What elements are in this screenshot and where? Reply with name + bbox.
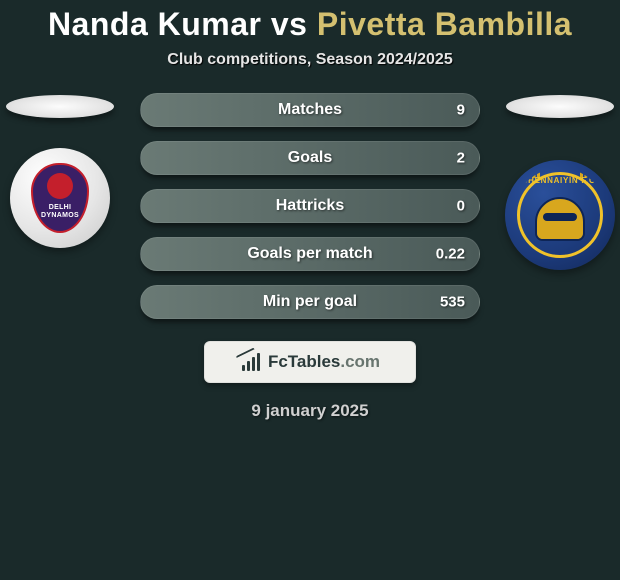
stat-right-value: 0.22 <box>436 246 465 263</box>
stat-rows: Matches 9 Goals 2 Hattricks 0 Goals per … <box>140 93 480 319</box>
fctables-watermark: FcTables.com <box>204 341 416 383</box>
stat-row-goals-per-match: Goals per match 0.22 <box>140 237 480 271</box>
left-side-slot: DELHI DYNAMOS <box>0 93 120 248</box>
left-club-badge: DELHI DYNAMOS <box>10 148 110 248</box>
right-crest-text: CHENNAIYIN F.C. <box>522 176 599 185</box>
stat-right-value: 0 <box>457 198 465 215</box>
title-player2: Pivetta Bambilla <box>317 6 572 42</box>
stat-right-value: 9 <box>457 102 465 119</box>
chennaiyin-fc-crest-icon: CHENNAIYIN F.C. <box>513 168 607 262</box>
title-player1: Nanda Kumar <box>48 6 262 42</box>
stat-label: Matches <box>278 101 342 119</box>
fctables-suffix: .com <box>340 352 380 371</box>
subtitle: Club competitions, Season 2024/2025 <box>167 51 452 69</box>
page-title: Nanda Kumar vs Pivetta Bambilla <box>48 6 572 43</box>
stat-label: Min per goal <box>263 293 357 311</box>
stat-label: Hattricks <box>276 197 344 215</box>
right-player-photo-placeholder <box>506 95 614 118</box>
stat-row-hattricks: Hattricks 0 <box>140 189 480 223</box>
stat-label: Goals per match <box>247 245 372 263</box>
stat-row-goals: Goals 2 <box>140 141 480 175</box>
title-vs: vs <box>261 6 316 42</box>
delhi-dynamos-crest-icon: DELHI DYNAMOS <box>31 163 89 233</box>
stat-row-matches: Matches 9 <box>140 93 480 127</box>
fctables-brand: FcTables <box>268 352 340 371</box>
bar-chart-icon <box>240 353 262 371</box>
stat-right-value: 2 <box>457 150 465 167</box>
stat-right-value: 535 <box>440 294 465 311</box>
right-club-badge: CHENNAIYIN F.C. <box>505 160 615 270</box>
left-crest-text: DELHI DYNAMOS <box>33 204 87 219</box>
stat-row-min-per-goal: Min per goal 535 <box>140 285 480 319</box>
comparison-stage: DELHI DYNAMOS CHENNAIYIN F.C. Matches 9 <box>0 93 620 319</box>
fctables-text: FcTables.com <box>268 352 380 372</box>
left-player-photo-placeholder <box>6 95 114 118</box>
right-side-slot: CHENNAIYIN F.C. <box>500 93 620 270</box>
generation-date: 9 january 2025 <box>251 401 368 421</box>
stat-label: Goals <box>288 149 332 167</box>
